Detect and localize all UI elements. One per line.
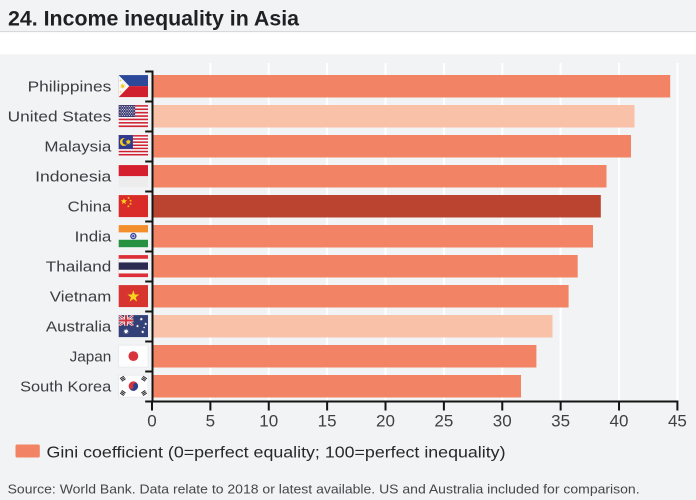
svg-text:5: 5: [206, 412, 215, 431]
svg-text:15: 15: [318, 412, 337, 431]
svg-text:United States: United States: [8, 108, 112, 125]
svg-text:Australia: Australia: [46, 318, 112, 335]
svg-text:40: 40: [610, 412, 629, 431]
svg-text:0: 0: [147, 412, 156, 431]
svg-text:South Korea: South Korea: [20, 378, 112, 395]
svg-text:Gini coefficient (0=perfect eq: Gini coefficient (0=perfect equality; 10…: [47, 445, 506, 462]
svg-text:35: 35: [551, 412, 570, 431]
svg-text:45: 45: [668, 412, 687, 431]
svg-text:30: 30: [493, 412, 512, 431]
svg-text:Philippines: Philippines: [28, 78, 112, 95]
svg-text:10: 10: [259, 412, 278, 431]
svg-text:Japan: Japan: [70, 348, 112, 365]
svg-text:India: India: [75, 228, 112, 245]
svg-text:Source: World Bank. Data relat: Source: World Bank. Data relate to 2018 …: [8, 482, 640, 497]
svg-text:20: 20: [376, 412, 395, 431]
svg-text:24. Income inequality in Asia: 24. Income inequality in Asia: [8, 7, 299, 31]
svg-text:Thailand: Thailand: [46, 258, 112, 275]
svg-text:Malaysia: Malaysia: [44, 138, 112, 155]
svg-text:Vietnam: Vietnam: [50, 288, 112, 305]
svg-text:Indonesia: Indonesia: [35, 168, 112, 185]
svg-text:25: 25: [434, 412, 453, 431]
svg-text:China: China: [68, 198, 112, 215]
